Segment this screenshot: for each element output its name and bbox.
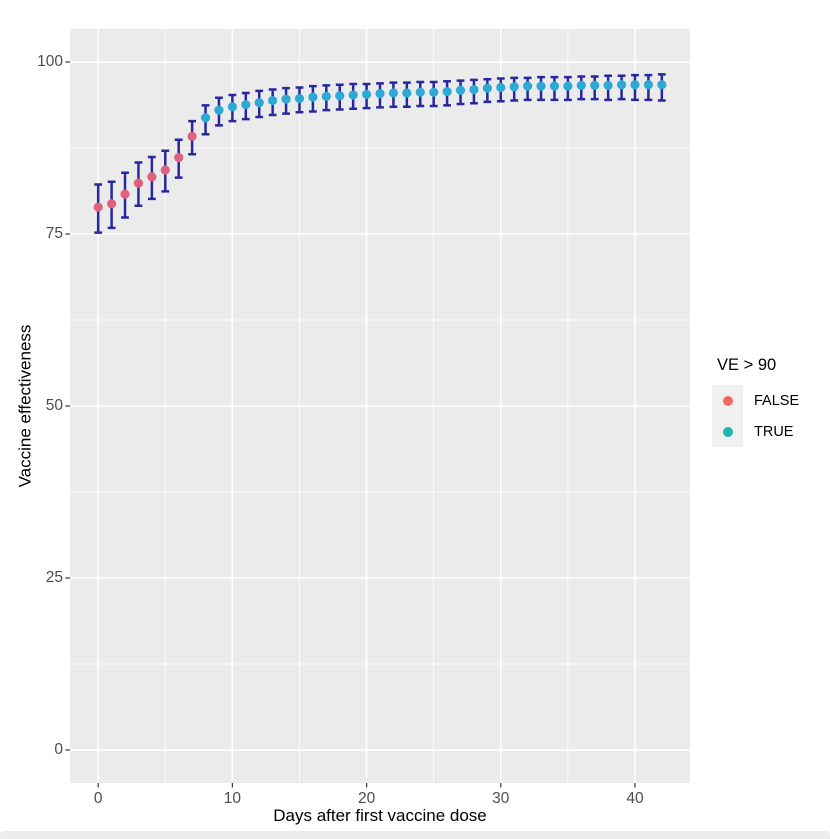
data-point <box>415 87 425 97</box>
data-point <box>241 100 251 110</box>
data-point <box>308 92 318 102</box>
legend-key <box>712 385 743 416</box>
legend-title: VE > 90 <box>717 356 777 374</box>
x-tick-label: 20 <box>357 790 376 807</box>
data-point <box>281 94 291 104</box>
data-point <box>254 98 264 108</box>
data-point <box>549 81 560 91</box>
data-point <box>160 165 170 175</box>
data-point <box>469 84 479 95</box>
y-tick-label: 75 <box>45 225 63 242</box>
data-point <box>657 80 667 90</box>
legend-label-true: TRUE <box>754 423 794 440</box>
data-point <box>455 85 466 95</box>
data-point <box>603 80 613 91</box>
data-point <box>200 113 211 123</box>
data-point <box>268 95 278 106</box>
data-point <box>643 80 653 90</box>
data-point <box>616 80 627 90</box>
data-point <box>523 81 533 91</box>
x-tick-label: 40 <box>626 790 644 807</box>
data-point <box>442 87 452 97</box>
true-dot-icon <box>722 426 733 437</box>
data-point <box>402 88 412 98</box>
data-point <box>147 172 157 182</box>
legend-item-false: FALSE <box>712 385 827 416</box>
data-point <box>630 80 640 90</box>
legend-key <box>712 416 743 447</box>
data-point <box>361 89 372 99</box>
y-tick-label: 100 <box>37 53 63 71</box>
y-tick-label: 25 <box>45 568 63 586</box>
data-point <box>93 202 103 212</box>
x-axis-title: Days after first vaccine dose <box>273 806 487 825</box>
data-point <box>174 153 184 163</box>
x-tick-label: 30 <box>492 790 510 807</box>
data-point <box>187 131 197 141</box>
data-point <box>576 80 586 91</box>
data-point <box>375 89 385 99</box>
data-point <box>294 93 305 104</box>
data-point <box>335 91 345 101</box>
data-point <box>120 189 130 199</box>
legend-item-true: TRUE <box>712 416 827 447</box>
data-point <box>536 81 546 91</box>
x-tick-label: 10 <box>223 790 241 807</box>
data-point <box>133 178 144 188</box>
y-tick-label: 0 <box>54 740 63 758</box>
data-point <box>321 91 331 102</box>
data-point <box>496 82 506 93</box>
data-point <box>227 102 237 112</box>
false-dot-icon <box>722 395 733 406</box>
x-tick-label: 0 <box>93 790 103 807</box>
y-tick-label: 50 <box>45 397 63 414</box>
data-point <box>590 80 600 91</box>
data-point <box>388 88 399 98</box>
data-point <box>107 199 117 209</box>
data-point <box>482 83 492 93</box>
data-point <box>509 82 519 92</box>
page-bottom-strip <box>0 831 830 839</box>
data-point <box>214 105 224 115</box>
data-point <box>563 81 573 91</box>
legend-label-false: FALSE <box>754 392 800 409</box>
data-point <box>348 90 358 100</box>
data-point <box>429 87 439 97</box>
legend: VE > 90 FALSE TRUE <box>712 356 827 447</box>
